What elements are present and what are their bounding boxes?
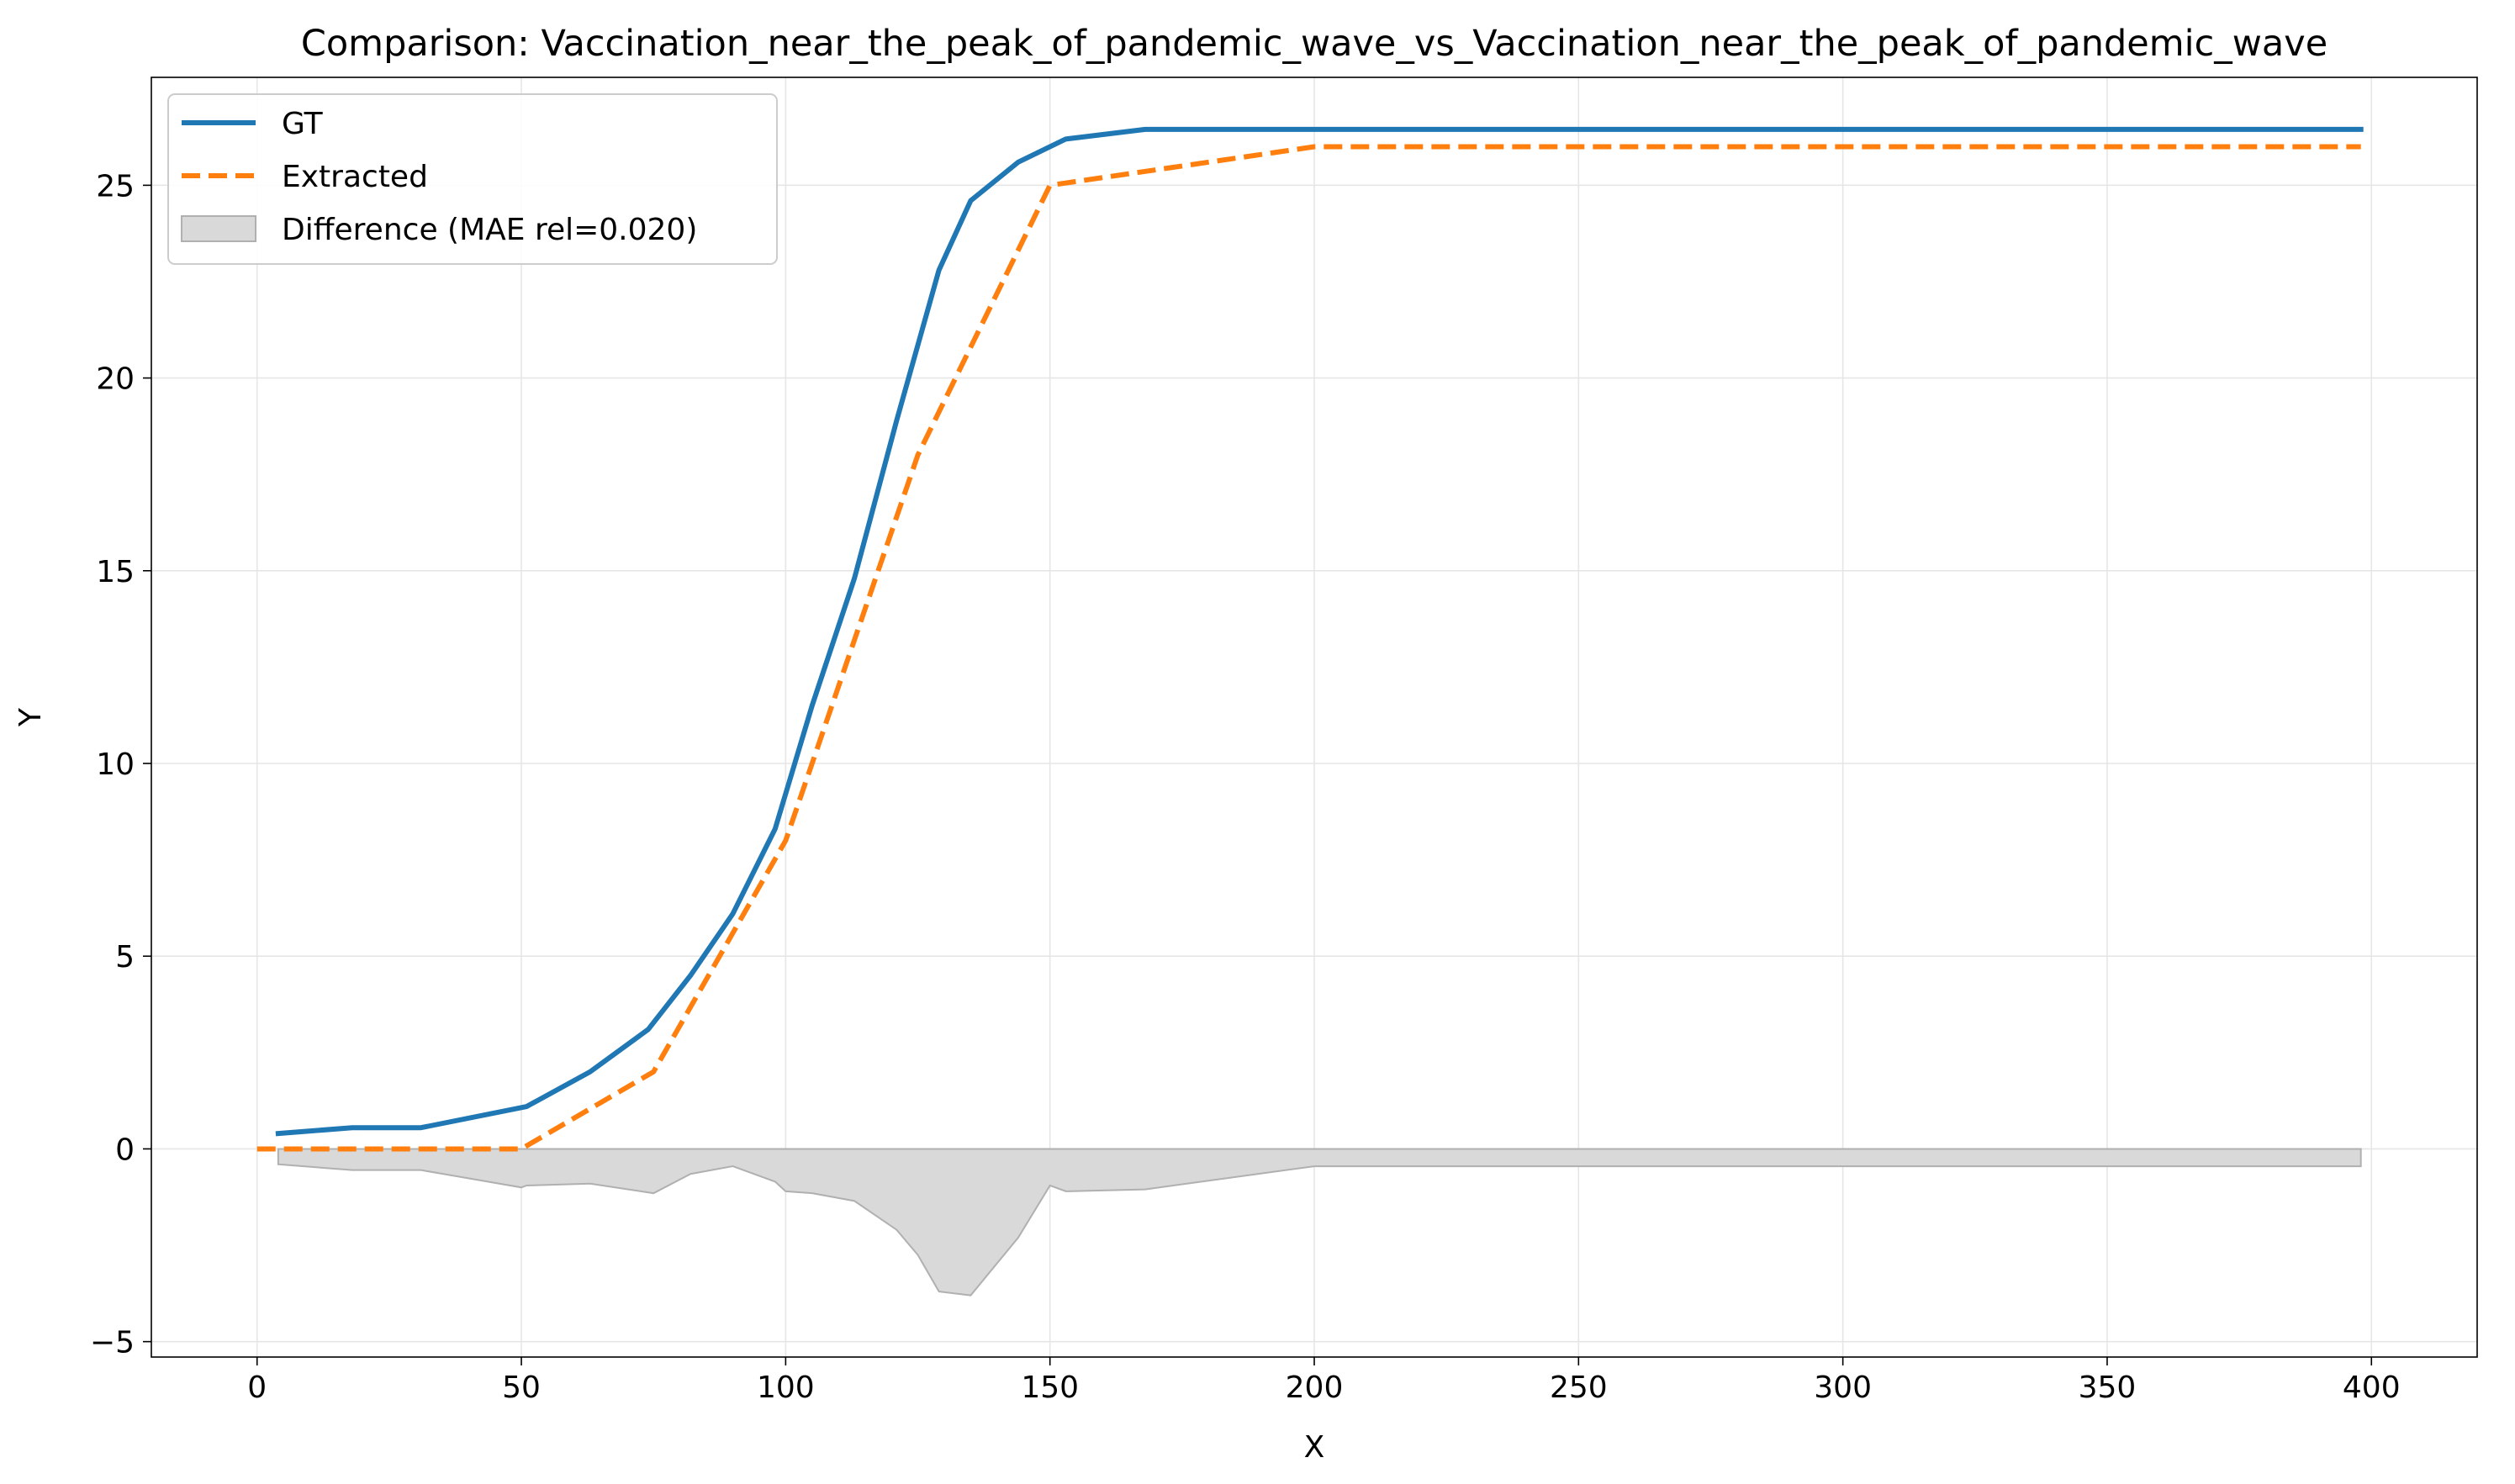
x-tick-label: 0 <box>247 1370 267 1405</box>
y-tick-label: 20 <box>96 362 135 397</box>
x-tick-label: 200 <box>1286 1370 1344 1405</box>
x-axis-title: X <box>1304 1430 1325 1465</box>
legend-item-gt-label: GT <box>282 107 324 141</box>
y-tick-label: 5 <box>115 940 135 974</box>
x-tick-label: 50 <box>502 1370 541 1405</box>
axis-ticks: 0 50 100 150 200 250 300 350 400 −5 0 5 10 15 20 25 <box>90 169 2401 1405</box>
legend-item-difference-label: Difference (MAE rel=0.020) <box>282 213 697 247</box>
x-tick-label: 350 <box>2079 1370 2137 1405</box>
y-tick-label: 15 <box>96 555 135 589</box>
x-tick-label: 150 <box>1021 1370 1079 1405</box>
legend-item-extracted-label: Extracted <box>282 160 428 194</box>
series-lines <box>256 126 2364 1152</box>
x-tick-label: 100 <box>757 1370 815 1405</box>
x-tick-label: 250 <box>1550 1370 1608 1405</box>
chart-title: Comparison: Vaccination_near_the_peak_of… <box>301 23 2327 65</box>
legend: GT Extracted Difference (MAE rel=0.020) <box>167 93 778 265</box>
difference-fill <box>277 1148 2362 1297</box>
y-tick-label: 25 <box>96 169 135 203</box>
x-tick-label: 400 <box>2343 1370 2401 1405</box>
difference-area <box>277 1148 2362 1297</box>
y-tick-label: 0 <box>115 1133 135 1167</box>
y-tick-label: 10 <box>96 747 135 782</box>
y-tick-label: −5 <box>90 1326 135 1360</box>
legend-item-difference-swatch <box>181 215 256 242</box>
y-axis-title: Y <box>13 707 48 727</box>
legend-box <box>167 93 778 265</box>
x-tick-label: 300 <box>1814 1370 1872 1405</box>
series-line-gt <box>275 126 2364 1137</box>
